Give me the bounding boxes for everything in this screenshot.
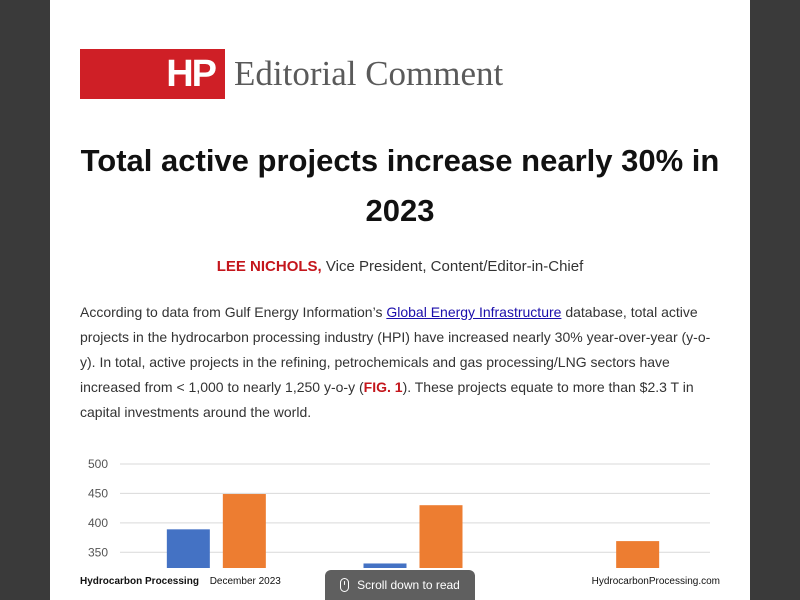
- footer-publication-info: Hydrocarbon Processing December 2023: [80, 576, 281, 587]
- bar-2022-refining: [166, 529, 210, 568]
- footer-website[interactable]: HydrocarbonProcessing.com: [591, 576, 720, 587]
- y-tick-label-450: 450: [88, 486, 108, 500]
- bar-2022-petrochemicals: [363, 563, 407, 568]
- logo-text: HP: [166, 53, 217, 95]
- projects-bar-chart: 500 450 400 350: [88, 457, 710, 568]
- article-body: According to data from Gulf Energy Infor…: [80, 300, 720, 425]
- scroll-down-button[interactable]: Scroll down to read: [325, 570, 475, 600]
- body-text-1: According to data from Gulf Energy Infor…: [80, 304, 387, 320]
- global-energy-infrastructure-link[interactable]: Global Energy Infrastructure: [386, 304, 562, 320]
- author-title: Vice President, Content/Editor-in-Chief: [325, 258, 584, 275]
- masthead: HP Editorial Comment: [80, 49, 503, 99]
- hp-logo: HP: [80, 49, 225, 99]
- document-page: HP Editorial Comment Total active projec…: [50, 0, 750, 600]
- y-tick-label-350: 350: [88, 545, 108, 559]
- bar-2023-gas-processing-lng: [616, 541, 660, 568]
- body-text-3: ). These projects equate to more than $2…: [80, 379, 694, 420]
- bar-2023-petrochemicals: [419, 505, 463, 568]
- masthead-caption: Editorial Comment: [234, 54, 504, 93]
- author-name: LEE NICHOLS,: [216, 258, 322, 275]
- fig-1-reference[interactable]: FIG. 1: [363, 379, 403, 395]
- footer-publication: Hydrocarbon Processing: [80, 576, 199, 587]
- y-tick-label-500: 500: [88, 457, 108, 471]
- bar-2023-refining: [222, 494, 266, 568]
- footer-date: December 2023: [209, 576, 281, 587]
- mouse-scroll-icon: [340, 578, 350, 592]
- body-text-2: database, total active projects in the h…: [80, 304, 711, 395]
- article-headline: Total active projects increase nearly 30…: [80, 143, 720, 228]
- y-tick-label-400: 400: [88, 516, 108, 530]
- byline: LEE NICHOLS, Vice President, Content/Edi…: [80, 258, 720, 275]
- scroll-hint-label: Scroll down to read: [357, 578, 460, 592]
